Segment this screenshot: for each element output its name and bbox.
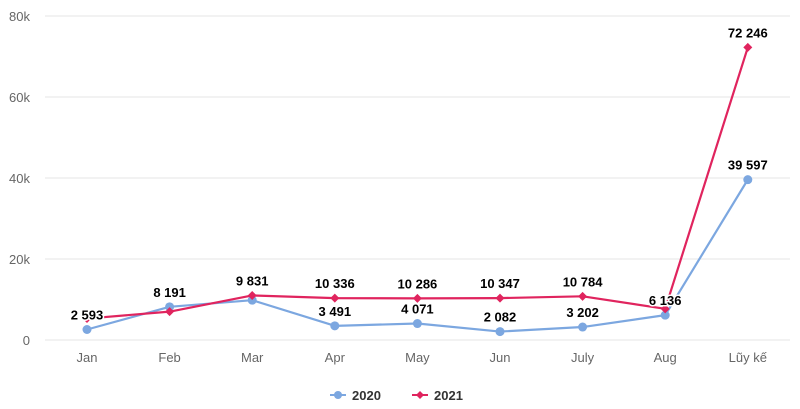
data-label: 72 246 bbox=[728, 25, 768, 40]
data-point[interactable] bbox=[495, 293, 505, 303]
data-point[interactable] bbox=[743, 175, 753, 185]
data-point[interactable] bbox=[495, 327, 505, 337]
data-point[interactable] bbox=[165, 307, 175, 317]
data-point[interactable] bbox=[660, 310, 670, 320]
x-tick-label: Jun bbox=[490, 350, 511, 365]
series-2020 bbox=[82, 175, 753, 337]
y-tick-label: 80k bbox=[9, 9, 30, 24]
data-label: 3 491 bbox=[319, 304, 352, 319]
legend-label: 2021 bbox=[434, 388, 463, 403]
data-point[interactable] bbox=[330, 293, 340, 303]
data-label: 39 597 bbox=[728, 158, 768, 173]
data-label: 10 336 bbox=[315, 276, 355, 291]
x-tick-label: Apr bbox=[325, 350, 346, 365]
data-point[interactable] bbox=[412, 319, 422, 329]
legend-item-2021[interactable]: 2021 bbox=[412, 388, 463, 403]
data-label: 2 593 bbox=[71, 307, 104, 322]
data-label: 10 784 bbox=[563, 274, 604, 289]
data-point[interactable] bbox=[660, 304, 670, 314]
x-tick-label: Jan bbox=[77, 350, 98, 365]
data-point[interactable] bbox=[82, 314, 92, 324]
data-point[interactable] bbox=[165, 302, 175, 312]
legend[interactable]: 2020 2021 bbox=[330, 388, 463, 403]
legend-item-2020[interactable]: 2020 bbox=[330, 388, 381, 403]
data-point[interactable] bbox=[578, 322, 588, 332]
data-label: 10 286 bbox=[398, 276, 438, 291]
x-axis: Jan Feb Mar Apr May Jun July Aug Lũy kế bbox=[77, 350, 768, 365]
x-tick-label: Aug bbox=[654, 350, 677, 365]
data-point[interactable] bbox=[330, 321, 340, 331]
y-tick-label: 20k bbox=[9, 252, 30, 267]
data-label: 8 191 bbox=[153, 285, 186, 300]
data-label: 3 202 bbox=[566, 305, 599, 320]
legend-marker bbox=[334, 391, 342, 399]
x-tick-label: July bbox=[571, 350, 595, 365]
x-tick-label: Mar bbox=[241, 350, 264, 365]
data-label: 10 347 bbox=[480, 276, 520, 291]
y-tick-label: 60k bbox=[9, 90, 30, 105]
data-point[interactable] bbox=[247, 290, 257, 300]
series-2021 bbox=[82, 42, 753, 324]
legend-label: 2020 bbox=[352, 388, 381, 403]
series bbox=[82, 42, 753, 337]
data-label: 4 071 bbox=[401, 302, 434, 317]
data-point[interactable] bbox=[82, 324, 92, 334]
data-label: 2 082 bbox=[484, 310, 517, 325]
y-tick-label: 0 bbox=[23, 333, 30, 348]
data-label: 6 136 bbox=[649, 293, 682, 308]
x-tick-label: Feb bbox=[158, 350, 180, 365]
y-tick-label: 40k bbox=[9, 171, 30, 186]
data-point[interactable] bbox=[247, 295, 257, 305]
data-point[interactable] bbox=[578, 291, 588, 301]
x-tick-label: May bbox=[405, 350, 430, 365]
y-axis: 0 20k 40k 60k 80k bbox=[9, 9, 30, 348]
data-labels: 2 593 8 191 3 491 4 071 2 082 3 202 6 136 39 59… bbox=[69, 24, 769, 326]
data-point[interactable] bbox=[412, 293, 422, 303]
x-tick-label: Lũy kế bbox=[729, 350, 768, 365]
data-point[interactable] bbox=[743, 42, 753, 52]
data-label: 9 831 bbox=[236, 273, 269, 288]
legend-marker bbox=[416, 391, 424, 399]
grid-lines bbox=[45, 15, 790, 341]
